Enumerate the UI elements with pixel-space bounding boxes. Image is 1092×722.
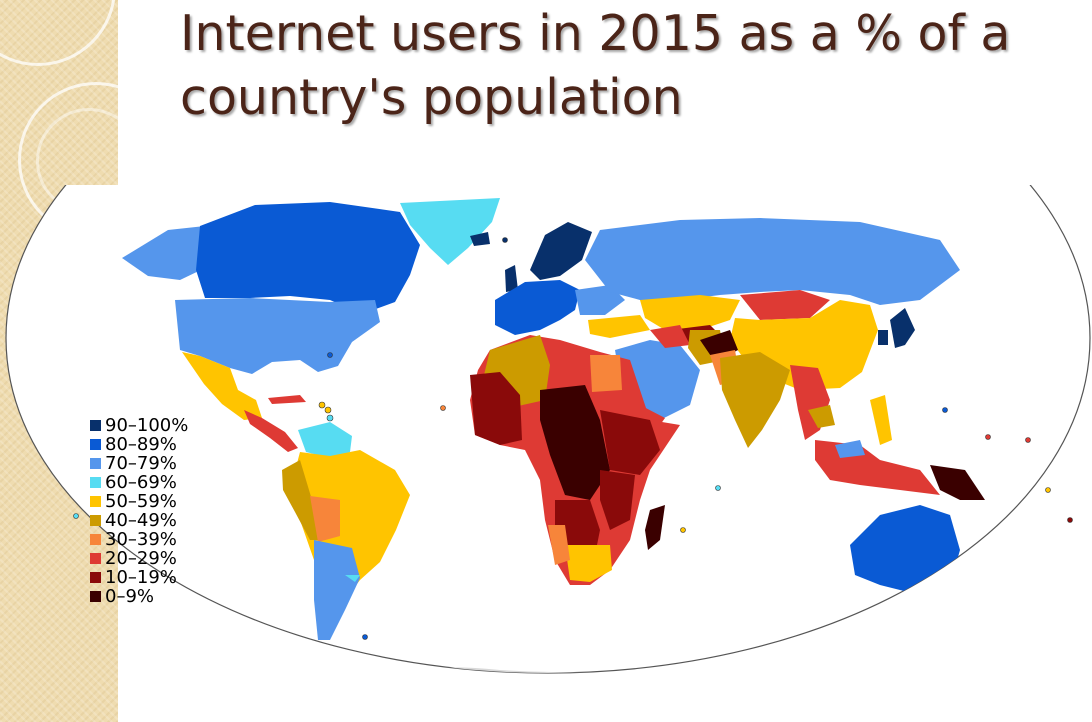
legend-item: 70–79% <box>90 454 188 473</box>
world-map <box>0 185 1092 722</box>
legend-item: 90–100% <box>90 416 188 435</box>
region-japan <box>890 308 915 348</box>
legend-label: 60–69% <box>105 472 177 493</box>
legend-label: 40–49% <box>105 510 177 531</box>
legend-item: 50–59% <box>90 492 188 511</box>
legend-swatch <box>90 458 101 469</box>
region-turkey <box>588 315 650 338</box>
legend-swatch <box>90 591 101 602</box>
legend-swatch <box>90 439 101 450</box>
legend-item: 0–9% <box>90 587 188 606</box>
decorative-ring <box>0 0 116 66</box>
region-uk <box>505 265 518 292</box>
legend-label: 20–29% <box>105 548 177 569</box>
region-new-zealand <box>975 580 1010 615</box>
region-malaysia <box>835 440 865 458</box>
region-bolivia <box>310 496 340 542</box>
legend-swatch <box>90 572 101 583</box>
region-namibia <box>548 525 570 565</box>
legend-item: 60–69% <box>90 473 188 492</box>
legend-swatch <box>90 477 101 488</box>
legend-label: 10–19% <box>105 567 177 588</box>
region-greenland <box>400 198 500 265</box>
legend-label: 90–100% <box>105 415 189 436</box>
legend-swatch <box>90 553 101 564</box>
legend-item: 10–19% <box>90 568 188 587</box>
region-philippines <box>870 395 892 445</box>
legend-label: 30–39% <box>105 529 177 550</box>
legend-item: 80–89% <box>90 435 188 454</box>
region-south-africa <box>565 545 612 582</box>
region-iraq <box>650 325 690 348</box>
region-western-europe <box>495 280 580 335</box>
legend-item: 20–29% <box>90 549 188 568</box>
region-argentina <box>314 540 360 640</box>
region-tanzania <box>600 470 635 530</box>
region-colombia-venezuela <box>298 422 352 458</box>
region-alaska <box>122 226 205 280</box>
legend-swatch <box>90 420 101 431</box>
legend-label: 50–59% <box>105 491 177 512</box>
legend-swatch <box>90 534 101 545</box>
region-russia <box>585 218 960 305</box>
world-map-svg <box>5 185 1091 674</box>
region-iceland <box>470 232 490 246</box>
region-australia <box>850 505 960 595</box>
region-madagascar <box>645 505 665 550</box>
legend-label: 70–79% <box>105 453 177 474</box>
region-india <box>720 352 790 448</box>
region-papua-new-guinea <box>930 465 985 500</box>
region-mongolia <box>740 290 830 320</box>
region-central-america <box>244 410 298 452</box>
legend-swatch <box>90 496 101 507</box>
region-antarctica <box>300 667 960 673</box>
legend-swatch <box>90 515 101 526</box>
region-kazakhstan <box>640 295 740 330</box>
island-markers <box>73 237 1073 640</box>
region-korea <box>878 330 888 345</box>
region-central-africa <box>540 385 610 500</box>
legend-label: 0–9% <box>105 586 155 607</box>
region-east-africa <box>600 410 660 475</box>
region-west-africa <box>470 372 522 445</box>
region-uruguay <box>345 575 360 582</box>
region-scandinavia <box>530 222 592 280</box>
legend-label: 80–89% <box>105 434 177 455</box>
legend-item: 40–49% <box>90 511 188 530</box>
region-egypt <box>590 355 622 392</box>
region-peru <box>282 460 322 540</box>
map-legend: 90–100% 80–89% 70–79% 60–69% 50–59% 40–49% 30–… <box>90 416 188 606</box>
slide-title: Internet users in 2015 as a % of a count… <box>180 5 1011 126</box>
region-mexico <box>182 352 262 420</box>
legend-item: 30–39% <box>90 530 188 549</box>
region-thailand <box>808 405 835 428</box>
region-cuba <box>268 395 306 404</box>
region-canada <box>196 202 420 314</box>
